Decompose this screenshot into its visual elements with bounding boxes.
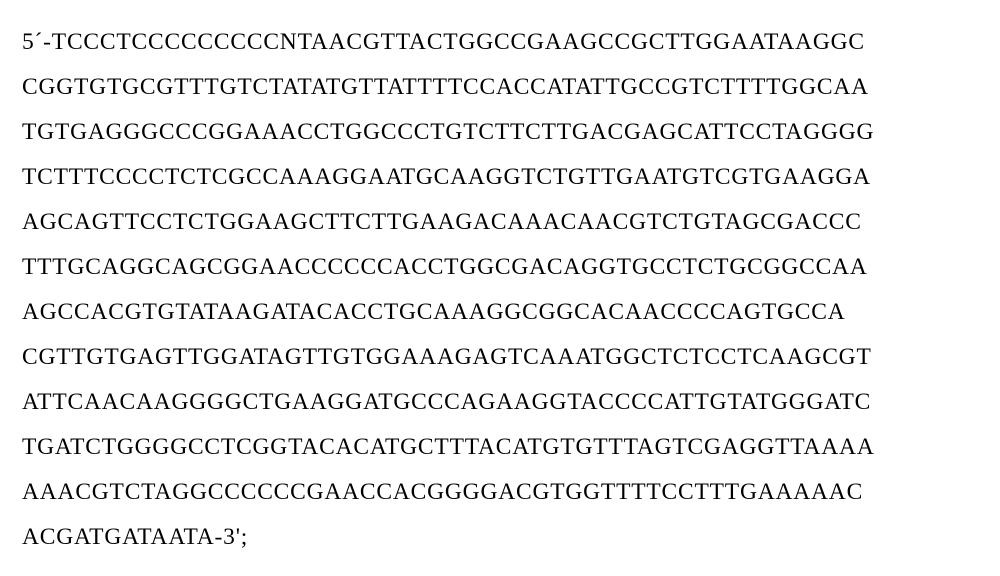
sequence-line: AGCAGTTCCTCTGGAAGCTTCTTGAAGACAAACAACGTCT… xyxy=(22,200,978,245)
sequence-line: AAACGTCTAGGCCCCCCGAACCACGGGGACGTGGTTTTCC… xyxy=(22,470,978,515)
sequence-line: 5´-TCCCTCCCCCCCCCNTAACGTTACTGGCCGAAGCCGC… xyxy=(22,20,978,65)
sequence-line: ACGATGATAATA-3'; xyxy=(22,515,978,560)
sequence-line: TTTGCAGGCAGCGGAACCCCCCACCTGGCGACAGGTGCCT… xyxy=(22,245,978,290)
sequence-line: AGCCACGTGTATAAGATACACCTGCAAAGGCGGCACAACC… xyxy=(22,290,978,335)
sequence-line: TGATCTGGGGCCTCGGTACACATGCTTTACATGTGTTTAG… xyxy=(22,425,978,470)
sequence-line: CGTTGTGAGTTGGATAGTTGTGGAAAGAGTCAAATGGCTC… xyxy=(22,335,978,380)
sequence-container: 5´-TCCCTCCCCCCCCCNTAACGTTACTGGCCGAAGCCGC… xyxy=(22,20,978,560)
sequence-line: ATTCAACAAGGGGCTGAAGGATGCCCAGAAGGTACCCCAT… xyxy=(22,380,978,425)
sequence-line: TCTTTCCCCTCTCGCCAAAGGAATGCAAGGTCTGTTGAAT… xyxy=(22,155,978,200)
sequence-line: CGGTGTGCGTTTGTCTATATGTTATTTTCCACCATATTGC… xyxy=(22,65,978,110)
sequence-line: TGTGAGGGCCCGGAAACCTGGCCCTGTCTTCTTGACGAGC… xyxy=(22,110,978,155)
